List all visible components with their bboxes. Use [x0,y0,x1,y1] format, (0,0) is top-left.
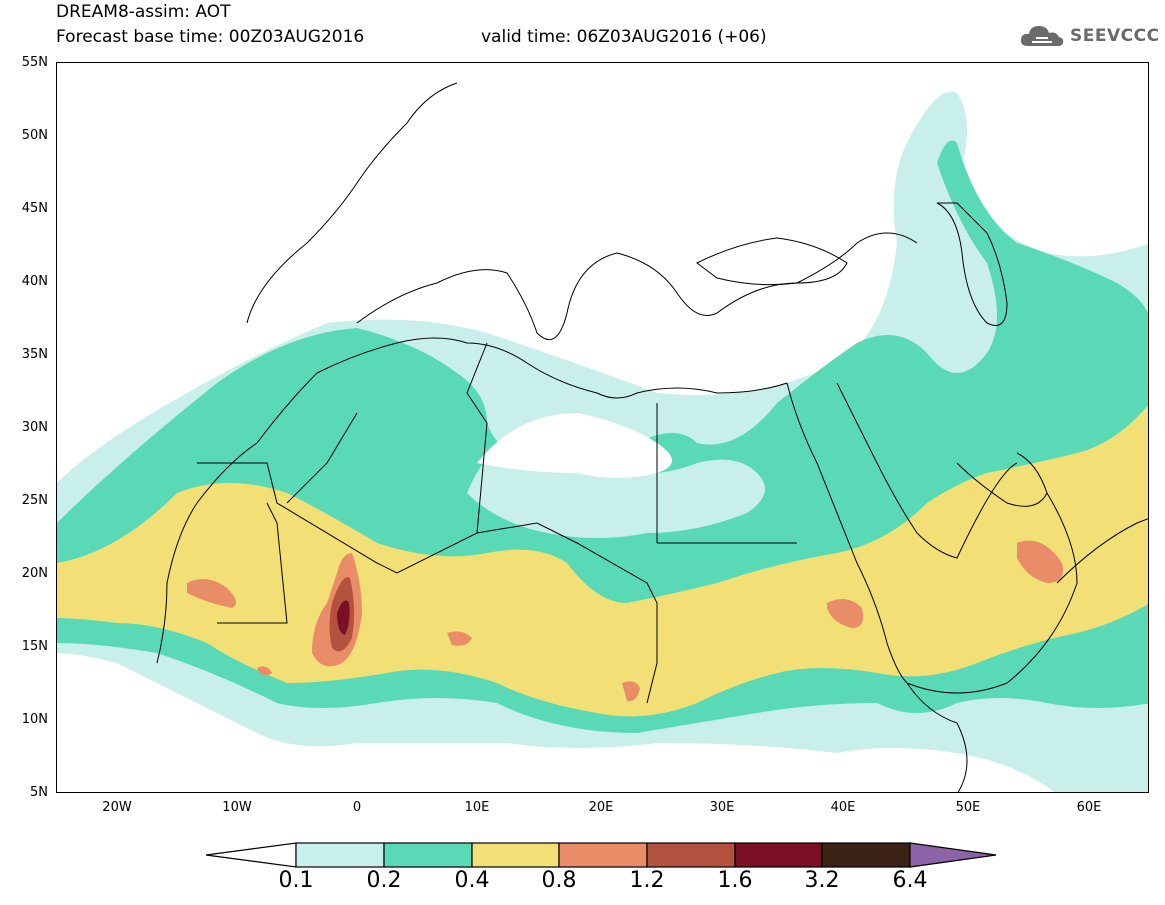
colorbar-segment-4 [558,842,648,868]
colorbar-label-0.4: 0.4 [454,868,490,893]
colorbar-label-1.2: 1.2 [629,868,665,893]
colorbar-segment-5 [646,842,736,868]
colorbar-segment-2 [383,842,473,868]
map-area [56,62,1149,793]
lat-label-50n: 50N [21,128,48,143]
colorbar-label-0.1: 0.1 [278,868,314,893]
coastlines [156,82,1148,792]
colorbar-segment-6 [734,842,823,868]
lon-label-10w: 10W [222,800,252,815]
colorbar [206,842,997,868]
lon-label-50e: 50E [955,800,981,815]
lon-label-20w: 20W [102,800,132,815]
colorbar-segment-3 [471,842,560,868]
colorbar-label-0.2: 0.2 [366,868,402,893]
colorbar-label-0.8: 0.8 [541,868,577,893]
colorbar-segment-1 [295,842,385,868]
lon-label-30e: 30E [709,800,735,815]
lat-label-25n: 25N [21,493,48,508]
colorbar-label-3.2: 3.2 [804,868,840,893]
colorbar-label-6.4: 6.4 [892,868,928,893]
map-title: DREAM8-assim: AOT [56,2,231,22]
lon-label-40e: 40E [830,800,856,815]
lon-label-60e: 60E [1076,800,1102,815]
cloud-icon [1020,26,1064,46]
valid-time: valid time: 06Z03AUG2016 (+06) [481,27,767,47]
colorbar-segment-above [909,842,997,868]
lat-label-5n: 5N [30,785,48,800]
logo-text: SEEVCCC [1070,26,1160,46]
lat-label-30n: 30N [21,420,48,435]
lat-label-35n: 35N [21,347,48,362]
aot-band-1.6 [337,600,350,635]
lon-label-20e: 20E [588,800,614,815]
colorbar-label-1.6: 1.6 [717,868,753,893]
lat-label-20n: 20N [21,566,48,581]
lat-label-45n: 45N [21,201,48,216]
forecast-base-time: Forecast base time: 00Z03AUG2016 [56,27,365,47]
lon-label-10e: 10E [464,800,490,815]
colorbar-segment-below [206,842,297,868]
colorbar-segment-7 [821,842,911,868]
lat-label-10n: 10N [21,712,48,727]
seevccc-logo: SEEVCCC [1018,22,1160,50]
lat-label-55n: 55N [21,55,48,70]
lon-label-0: 0 [352,800,362,815]
lat-label-40n: 40N [21,274,48,289]
lat-label-15n: 15N [21,639,48,654]
